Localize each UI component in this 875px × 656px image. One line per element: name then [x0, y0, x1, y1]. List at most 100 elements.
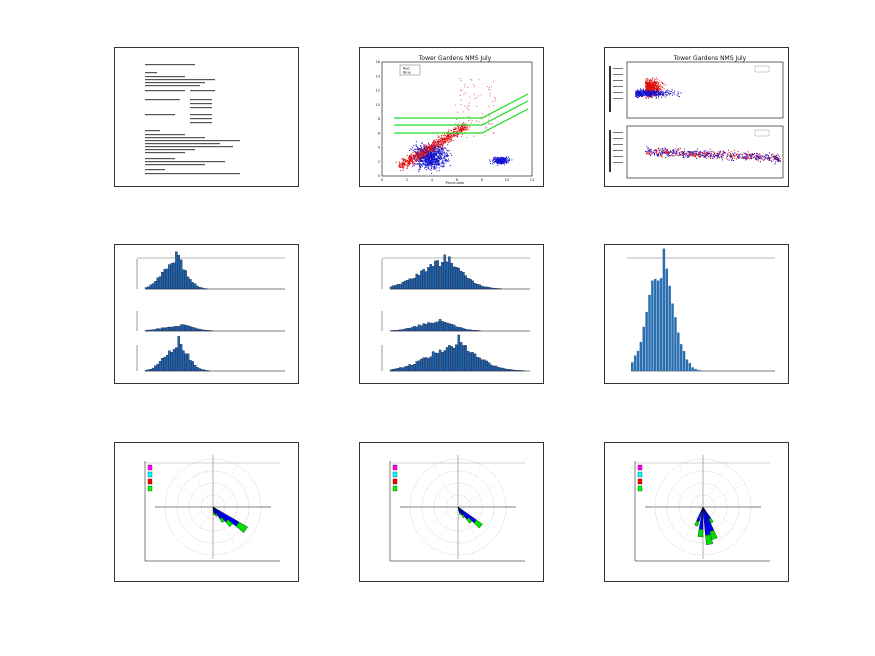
data-point-blue — [417, 152, 419, 154]
data-point-red — [440, 138, 442, 140]
data-point-red — [651, 89, 653, 91]
data-point-red — [408, 164, 410, 166]
histogram-bar — [483, 359, 486, 372]
thumbnail-histogram-stack-b[interactable] — [359, 244, 544, 384]
thumbnail-histogram-stack-a[interactable] — [114, 244, 299, 384]
data-point-blue — [428, 159, 430, 161]
data-point-blue — [418, 164, 420, 166]
histogram-bar — [177, 335, 180, 372]
data-point-red — [688, 154, 690, 156]
spoke-line — [414, 506, 459, 533]
data-point-red — [408, 158, 410, 160]
y-tick-label: 6 — [378, 131, 380, 135]
data-point-blue — [435, 152, 437, 154]
data-point-red — [413, 162, 415, 164]
histogram-bar — [473, 353, 477, 372]
data-point-blue — [649, 94, 651, 96]
data-point-red — [666, 150, 668, 152]
data-point-red — [651, 151, 653, 153]
histogram-bar — [401, 281, 404, 290]
text-line — [145, 114, 175, 116]
histogram-bar — [642, 326, 645, 371]
data-point-blue — [662, 152, 664, 154]
data-point-red — [418, 157, 420, 159]
data-point-blue — [719, 150, 721, 152]
data-point-blue — [650, 148, 652, 150]
data-point-red — [403, 163, 405, 165]
data-point-blue — [643, 93, 645, 95]
text-line — [190, 114, 212, 116]
data-point-blue — [426, 153, 428, 155]
data-point-blue — [429, 161, 431, 163]
data-point-red — [648, 81, 650, 83]
data-point-red — [649, 86, 651, 88]
data-point-blue — [430, 168, 432, 170]
data-point-blue — [756, 155, 758, 157]
data-point-red — [407, 166, 409, 168]
data-point-red — [728, 151, 730, 153]
thumbnail-windrose-3[interactable] — [604, 442, 789, 582]
thumbnail-windrose-2[interactable] — [359, 442, 544, 582]
data-point-blue — [643, 89, 645, 91]
data-point-blue — [656, 97, 658, 99]
data-point-blue — [443, 147, 445, 149]
data-point-red — [668, 151, 670, 153]
data-point-blue — [635, 94, 637, 96]
data-point-blue — [435, 153, 437, 155]
data-point-blue — [650, 154, 652, 156]
thumbnail-histogram-single[interactable] — [604, 244, 789, 384]
histogram-bar — [410, 278, 414, 290]
data-point-red — [435, 139, 437, 141]
data-point-red — [649, 89, 651, 91]
data-point-blue — [645, 92, 647, 94]
data-point-blue — [669, 150, 671, 152]
data-point-red — [411, 156, 413, 158]
data-point-red — [418, 156, 420, 158]
data-point-blue — [437, 156, 439, 158]
data-point-red — [655, 148, 657, 150]
data-point-red — [705, 152, 707, 154]
data-point-blue — [650, 91, 652, 93]
data-point-red — [659, 87, 661, 89]
data-point-red — [444, 139, 446, 141]
histogram-bar — [406, 365, 409, 372]
data-point-blue — [417, 146, 419, 148]
data-point-red — [768, 160, 770, 162]
data-point-red — [491, 86, 492, 88]
data-point-red — [422, 149, 424, 151]
data-point-blue — [648, 150, 650, 152]
data-point-blue — [669, 94, 671, 96]
data-point-red — [756, 158, 758, 160]
data-point-red — [646, 88, 648, 90]
data-point-blue — [431, 160, 433, 162]
data-point-red — [699, 152, 701, 154]
histogram-bar — [177, 326, 180, 332]
thumbnail-windrose-1[interactable] — [114, 442, 299, 582]
data-point-blue — [502, 157, 504, 159]
data-point-red — [463, 128, 465, 130]
data-point-red — [403, 166, 405, 168]
data-point-red — [645, 79, 647, 81]
data-point-red — [404, 164, 406, 166]
data-point-blue — [433, 154, 435, 156]
data-point-blue — [441, 162, 443, 164]
histogram-bar — [403, 366, 407, 372]
thumbnail-text-page[interactable] — [114, 47, 299, 187]
data-point-red — [733, 154, 735, 156]
data-point-red — [657, 97, 659, 99]
data-point-red — [440, 142, 442, 144]
data-point-blue — [660, 94, 662, 96]
data-point-blue — [761, 155, 763, 157]
data-point-red — [434, 142, 436, 144]
data-point-blue — [440, 165, 442, 167]
data-point-red — [442, 134, 444, 136]
data-point-blue — [419, 169, 421, 171]
data-point-red — [750, 156, 752, 158]
data-point-red — [689, 155, 691, 157]
data-point-blue — [493, 157, 495, 159]
data-point-blue — [656, 154, 658, 156]
histogram-bar — [466, 278, 470, 290]
thumbnail-dual-scatter[interactable]: Tower Gardens NMS July — [604, 47, 789, 187]
data-point-blue — [436, 164, 438, 166]
